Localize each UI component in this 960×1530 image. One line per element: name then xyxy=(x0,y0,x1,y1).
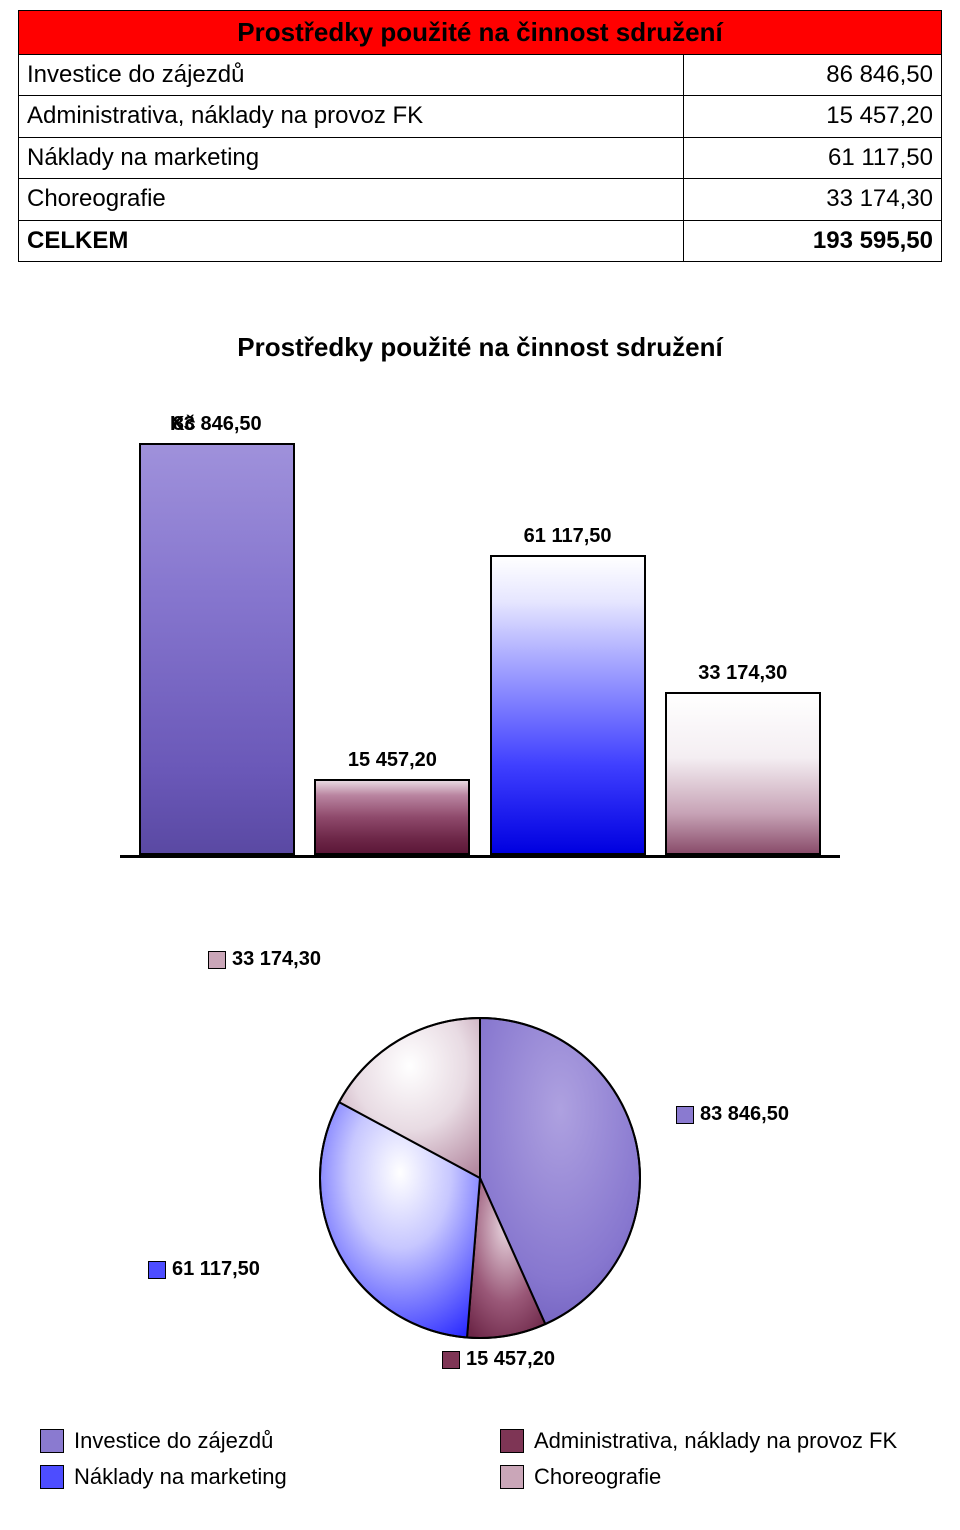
expense-table: Prostředky použité na činnost sdružení I… xyxy=(18,10,942,262)
table-row-label: Náklady na marketing xyxy=(19,137,684,178)
table-row-value: 86 846,50 xyxy=(683,55,941,96)
legend-label: Náklady na marketing xyxy=(74,1464,287,1490)
bar-value-label: 15 457,20 xyxy=(316,749,468,772)
swatch-icon xyxy=(500,1429,524,1453)
total-label: CELKEM xyxy=(19,220,684,261)
bar: 33 174,30 xyxy=(665,692,821,855)
bar-baseline xyxy=(120,855,840,858)
swatch-icon xyxy=(676,1106,694,1124)
table-row-value: 33 174,30 xyxy=(683,179,941,220)
pie-label: 83 846,50 xyxy=(676,1103,789,1126)
table-header: Prostředky použité na činnost sdružení xyxy=(19,11,942,55)
legend-label: Investice do zájezdů xyxy=(74,1428,273,1454)
legend-item: Administrativa, náklady na provoz FK xyxy=(500,1428,920,1454)
pie-label: 15 457,20 xyxy=(442,1348,555,1371)
legend-label: Administrativa, náklady na provoz FK xyxy=(534,1428,897,1454)
bar-value-label: 83 846,50 xyxy=(141,413,293,436)
bar: 15 457,20 xyxy=(314,779,470,855)
bar-chart-title: Prostředky použité na činnost sdružení xyxy=(18,332,942,363)
legend-item: Choreografie xyxy=(500,1464,920,1490)
pie-svg xyxy=(300,998,660,1358)
bar: 83 846,50 xyxy=(139,443,295,855)
legend: Investice do zájezdů Administrativa, nákl… xyxy=(40,1428,920,1490)
pie-label-text: 83 846,50 xyxy=(700,1103,789,1126)
legend-item: Náklady na marketing xyxy=(40,1464,460,1490)
table-row-label: Choreografie xyxy=(19,179,684,220)
swatch-icon xyxy=(442,1351,460,1369)
swatch-icon xyxy=(40,1465,64,1489)
swatch-icon xyxy=(40,1429,64,1453)
pie-label-text: 33 174,30 xyxy=(232,948,321,971)
bar-value-label: 33 174,30 xyxy=(667,662,819,685)
table-row-value: 15 457,20 xyxy=(683,96,941,137)
legend-label: Choreografie xyxy=(534,1464,661,1490)
bar: 61 117,50 xyxy=(490,555,646,855)
pie-chart: 83 846,50 15 457,20 61 117,50 33 174,30 xyxy=(120,948,840,1378)
pie-label: 61 117,50 xyxy=(148,1258,260,1281)
legend-item: Investice do zájezdů xyxy=(40,1428,460,1454)
table-row-value: 61 117,50 xyxy=(683,137,941,178)
bar-value-label: 61 117,50 xyxy=(492,525,644,548)
pie-label-text: 15 457,20 xyxy=(466,1348,555,1371)
table-row-label: Investice do zájezdů xyxy=(19,55,684,96)
swatch-icon xyxy=(208,951,226,969)
swatch-icon xyxy=(500,1465,524,1489)
bar-chart: 83 846,5015 457,2061 117,5033 174,30 xyxy=(120,438,840,858)
pie-label-text: 61 117,50 xyxy=(172,1258,260,1281)
table-row-label: Administrativa, náklady na provoz FK xyxy=(19,96,684,137)
swatch-icon xyxy=(148,1261,166,1279)
pie-label: 33 174,30 xyxy=(208,948,321,971)
total-value: 193 595,50 xyxy=(683,220,941,261)
